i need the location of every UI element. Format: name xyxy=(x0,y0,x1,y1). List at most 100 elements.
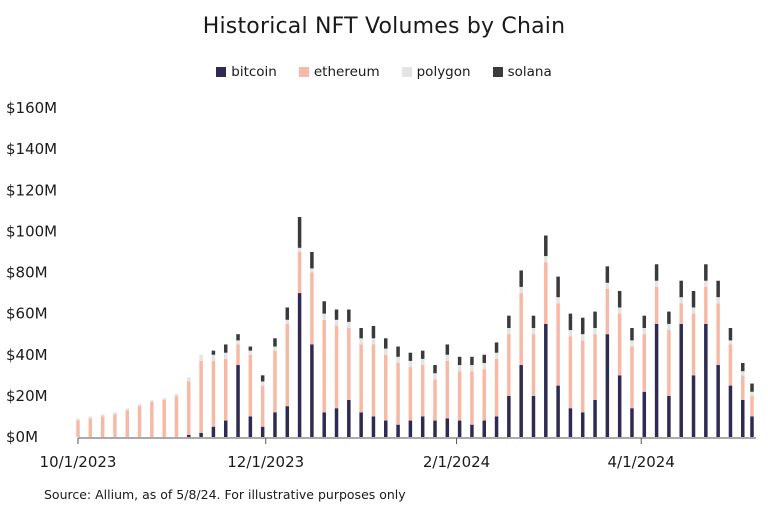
bar-solana xyxy=(433,365,437,374)
bar-ethereum xyxy=(334,325,339,409)
bar-bitcoin xyxy=(667,395,671,437)
bar-ethereum xyxy=(519,293,523,366)
bar-polygon xyxy=(347,321,351,329)
bar-ethereum xyxy=(322,319,326,413)
bar-polygon xyxy=(593,328,597,335)
bar-ethereum xyxy=(544,262,548,324)
bar-bitcoin xyxy=(285,406,290,437)
bar-solana xyxy=(285,307,290,320)
bar-bitcoin xyxy=(433,420,437,437)
bar-solana xyxy=(568,313,573,331)
bar-polygon xyxy=(88,416,93,419)
bar-polygon xyxy=(704,280,708,287)
bar-bitcoin xyxy=(236,365,240,437)
bar-ethereum xyxy=(617,313,622,376)
legend-item-polygon: polygon xyxy=(401,64,471,80)
bar-solana xyxy=(556,276,560,298)
bar-polygon xyxy=(371,338,376,345)
bar-bitcoin xyxy=(408,420,413,437)
bar-bitcoin xyxy=(494,416,499,437)
bar-ethereum xyxy=(750,395,754,417)
bar-polygon xyxy=(100,414,105,417)
bar-solana xyxy=(507,315,511,329)
bar-bitcoin xyxy=(457,420,462,437)
bar-solana xyxy=(630,328,634,341)
bar-solana xyxy=(470,356,474,366)
chart-legend: bitcoin ethereum polygon solana xyxy=(0,64,768,80)
bar-bitcoin xyxy=(531,395,536,437)
bar-solana xyxy=(322,301,326,314)
bar-solana xyxy=(741,362,745,372)
y-tick-label: $20M xyxy=(6,387,48,405)
bar-bitcoin xyxy=(384,420,388,437)
bar-solana xyxy=(679,280,683,298)
bar-ethereum xyxy=(679,303,683,324)
legend-label-ethereum: ethereum xyxy=(313,64,380,80)
bar-polygon xyxy=(716,297,720,304)
y-tick-label: $60M xyxy=(6,305,48,323)
bar-ethereum xyxy=(630,346,634,409)
bar-polygon xyxy=(236,340,240,345)
bar-polygon xyxy=(113,412,117,415)
bar-bitcoin xyxy=(630,408,634,437)
bar-bitcoin xyxy=(420,416,425,437)
bar-bitcoin xyxy=(654,323,659,437)
bar-bitcoin xyxy=(248,416,253,437)
bar-bitcoin xyxy=(507,395,511,437)
bar-polygon xyxy=(605,282,610,289)
bar-polygon xyxy=(445,354,450,361)
bar-ethereum xyxy=(704,286,708,324)
bar-bitcoin xyxy=(396,424,400,437)
bar-polygon xyxy=(150,399,154,403)
source-note: Source: Allium, as of 5/8/24. For illust… xyxy=(44,487,406,502)
bar-bitcoin xyxy=(347,399,351,437)
bar-bitcoin xyxy=(297,293,302,437)
bar-bitcoin xyxy=(211,426,216,437)
bar-ethereum xyxy=(408,367,413,421)
bar-bitcoin xyxy=(310,344,314,437)
bar-polygon xyxy=(519,286,523,294)
bar-ethereum xyxy=(187,381,191,435)
bar-ethereum xyxy=(741,375,745,400)
bar-ethereum xyxy=(88,418,93,437)
chart-title: Historical NFT Volumes by Chain xyxy=(202,14,566,39)
bar-ethereum xyxy=(223,358,228,421)
bar-solana xyxy=(580,317,585,335)
bar-solana xyxy=(211,350,216,355)
bar-polygon xyxy=(580,334,585,341)
bar-solana xyxy=(544,235,548,257)
bar-ethereum xyxy=(347,328,351,400)
bar-ethereum xyxy=(100,416,105,437)
bar-polygon xyxy=(199,354,203,361)
bar-solana xyxy=(728,328,733,341)
bar-bitcoin xyxy=(482,420,486,437)
legend-swatch-solana xyxy=(492,67,503,77)
bar-ethereum xyxy=(420,365,425,417)
bar-polygon xyxy=(285,319,290,324)
bar-bitcoin xyxy=(470,424,474,437)
bar-polygon xyxy=(556,297,560,304)
bar-ethereum xyxy=(113,414,117,437)
bar-ethereum xyxy=(593,334,597,400)
bar-solana xyxy=(654,264,659,281)
bar-polygon xyxy=(359,338,363,345)
legend-item-solana: solana xyxy=(492,64,552,80)
x-tick-label: 4/1/2024 xyxy=(608,453,675,471)
bar-ethereum xyxy=(199,360,203,433)
bar-solana xyxy=(347,309,351,322)
bar-bitcoin xyxy=(322,412,326,437)
bar-polygon xyxy=(297,247,302,252)
bar-ethereum xyxy=(642,334,647,392)
bar-bitcoin xyxy=(544,323,548,437)
bar-solana xyxy=(359,328,363,339)
bar-ethereum xyxy=(728,344,733,386)
bar-solana xyxy=(310,251,314,269)
bar-ethereum xyxy=(580,340,585,413)
bar-polygon xyxy=(137,404,142,407)
bar-ethereum xyxy=(371,344,376,417)
bar-ethereum xyxy=(568,336,573,409)
bar-bitcoin xyxy=(704,323,708,437)
legend-swatch-ethereum xyxy=(298,67,309,77)
bar-bitcoin xyxy=(741,399,745,437)
bar-ethereum xyxy=(150,402,154,437)
